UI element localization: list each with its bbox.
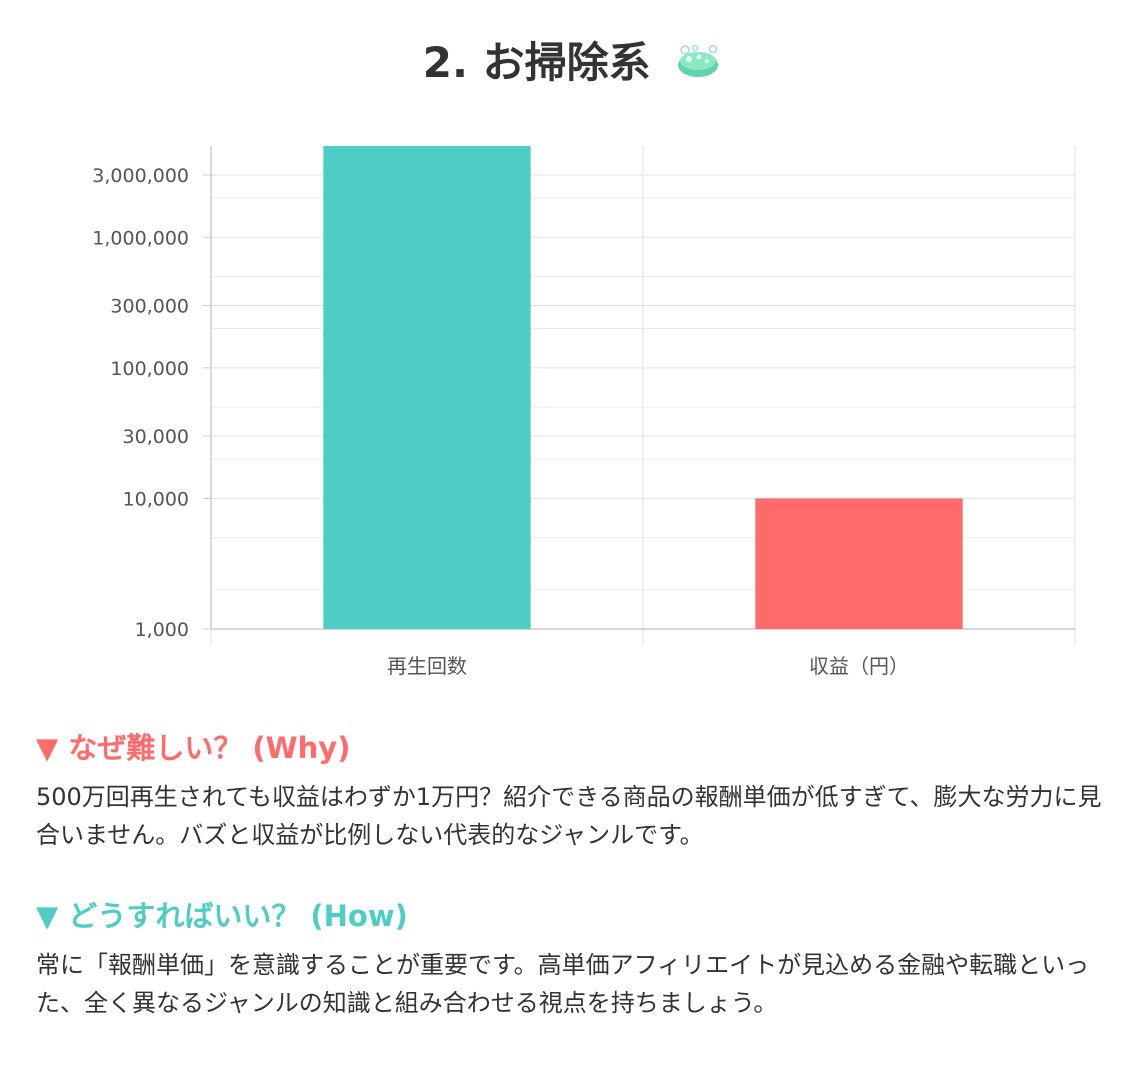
triangle-down-icon: ▼	[36, 731, 59, 765]
cleaning-sponge-icon	[675, 33, 721, 99]
why-body: 500万回再生されても収益はわずか1万円？紹介できる商品の報酬単価が低すぎて、膨…	[36, 783, 1102, 849]
why-heading-text: なぜ難しい？ (Why)	[68, 731, 351, 765]
y-tick-label: 300,000	[110, 296, 189, 318]
y-tick-label: 1,000	[135, 619, 189, 641]
page-title: 2. お掃除系	[0, 30, 1144, 99]
y-tick-label: 30,000	[123, 426, 189, 448]
how-heading-text: どうすればいい？ (How)	[68, 899, 408, 933]
page-title-text: 2. お掃除系	[422, 38, 651, 87]
how-heading: ▼ どうすればいい？ (How)	[36, 896, 408, 936]
how-body: 常に「報酬単価」を意識することが重要です。高単価アフィリエイトが見込める金融や転…	[36, 951, 1090, 1017]
bar	[323, 146, 531, 629]
x-tick-label: 再生回数	[387, 654, 467, 678]
y-tick-label: 100,000	[110, 358, 189, 380]
why-heading: ▼ なぜ難しい？ (Why)	[36, 728, 350, 768]
y-tick-label: 3,000,000	[92, 165, 189, 187]
y-tick-label: 1,000,000	[92, 227, 189, 249]
y-tick-label: 10,000	[123, 488, 189, 510]
bar	[755, 498, 963, 629]
x-tick-label: 収益（円）	[809, 654, 909, 678]
triangle-down-icon: ▼	[36, 899, 59, 933]
bar-chart: 3,000,000 1,000,000 300,000 100,000 30,000 10…	[92, 146, 1076, 678]
